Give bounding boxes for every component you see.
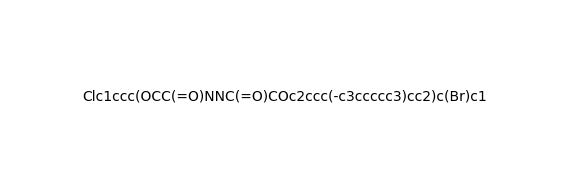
Text: Clc1ccc(OCC(=O)NNC(=O)COc2ccc(-c3ccccc3)cc2)c(Br)c1: Clc1ccc(OCC(=O)NNC(=O)COc2ccc(-c3ccccc3)… — [83, 89, 487, 103]
